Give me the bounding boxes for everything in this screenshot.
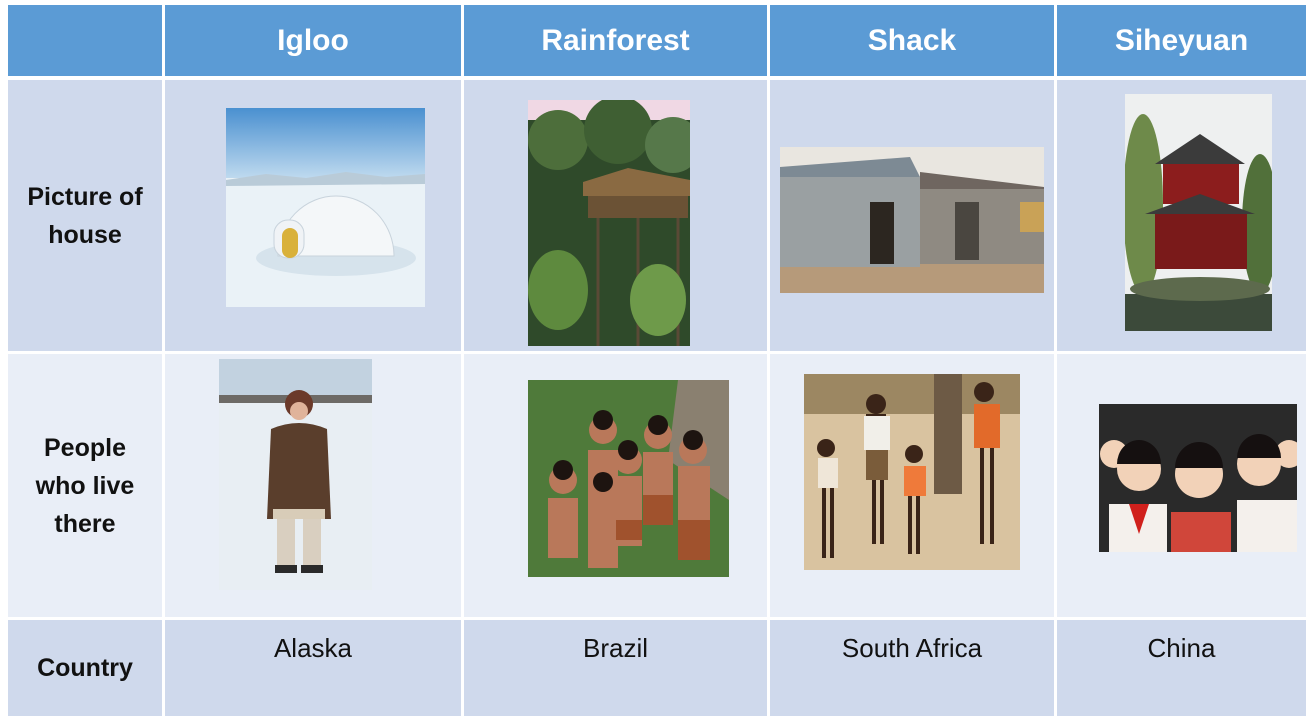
column-header: Siheyuan <box>1057 5 1306 76</box>
cell-text: China <box>1057 620 1306 716</box>
column-header: Igloo <box>165 5 461 76</box>
row-label: People who live there <box>8 354 162 617</box>
page: Igloo Rainforest Shack Siheyuan Picture … <box>0 0 1306 718</box>
china-people-photo <box>1099 404 1297 552</box>
siheyuan-photo <box>1125 94 1272 331</box>
cell-text: South Africa <box>770 620 1054 716</box>
igloo-photo <box>226 108 425 307</box>
cell-text: Brazil <box>464 620 767 716</box>
cell-text: Alaska <box>165 620 461 716</box>
row-label: Picture of house <box>8 80 162 351</box>
row-label: Country <box>8 620 162 716</box>
rainforest-photo <box>528 100 690 346</box>
column-header: Shack <box>770 5 1054 76</box>
shack-photo <box>780 147 1044 293</box>
alaska-person-photo <box>219 359 372 590</box>
column-header: Rainforest <box>464 5 767 76</box>
south-africa-people-photo <box>804 374 1020 570</box>
brazil-people-photo <box>528 380 729 577</box>
header-cell <box>8 5 162 76</box>
